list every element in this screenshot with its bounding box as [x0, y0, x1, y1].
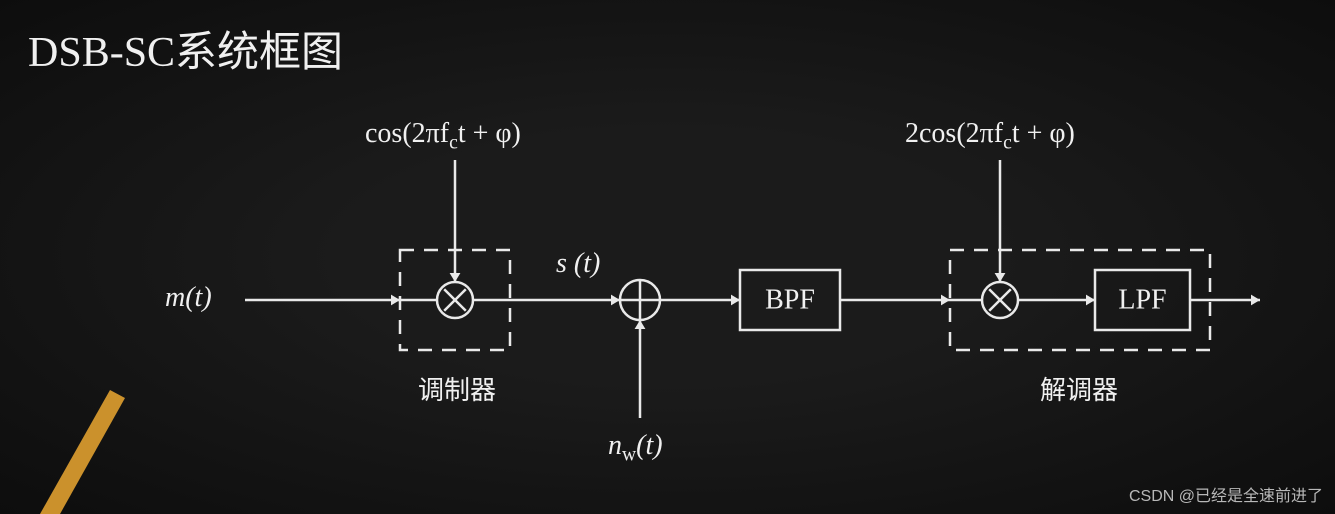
block-diagram: BPF LPF [0, 0, 1335, 514]
watermark-text: CSDN @已经是全速前进了 [1129, 482, 1323, 506]
modulated-signal-label: s (t) [556, 248, 600, 280]
lpf-block-label: LPF [1118, 285, 1166, 316]
bpf-block-label: BPF [765, 285, 815, 316]
input-signal-label: m(t) [165, 282, 212, 314]
demodulator-carrier-label: 2cos(2πfct + φ) [905, 118, 1075, 155]
modulator-caption: 调制器 [418, 370, 496, 407]
modulator-carrier-label: cos(2πfct + φ) [365, 118, 521, 155]
demodulator-caption: 解调器 [1040, 370, 1118, 407]
pointer-stick [40, 390, 125, 514]
noise-signal-label: nw(t) [608, 430, 663, 467]
